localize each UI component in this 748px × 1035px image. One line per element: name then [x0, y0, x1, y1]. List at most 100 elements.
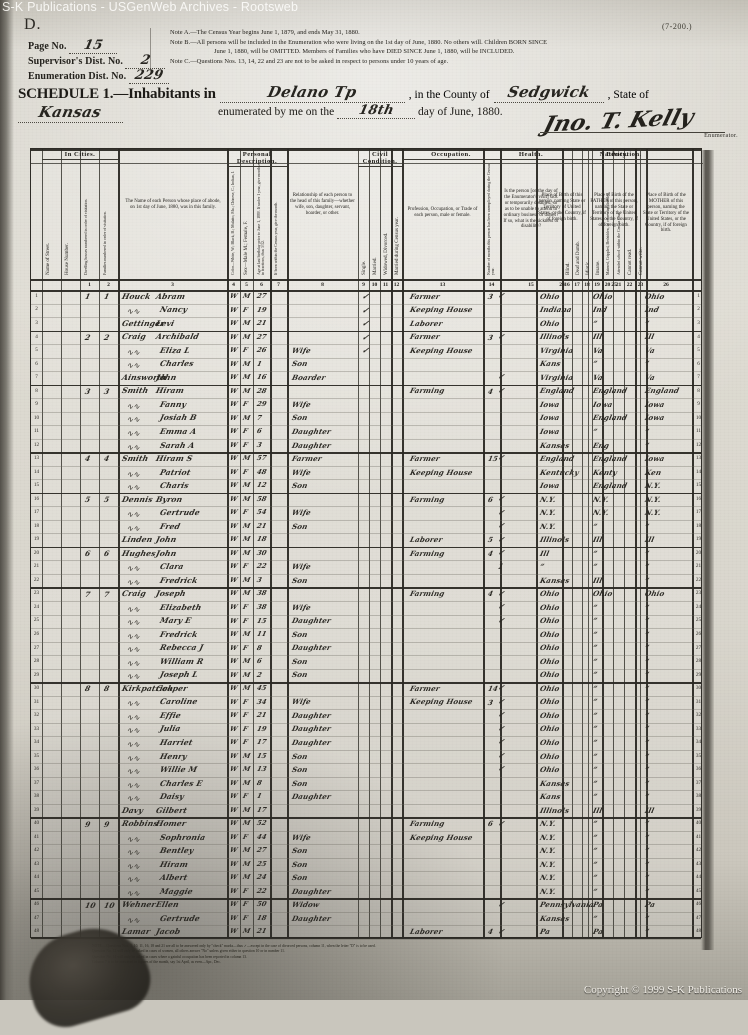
- cell-birthplace-person: Iowa: [539, 413, 561, 423]
- column-number-11: 11: [382, 281, 389, 288]
- cell-age: 3: [256, 575, 263, 584]
- cell-birthplace-person: Virginia: [539, 345, 575, 355]
- cell-birthplace-father: ”: [592, 724, 599, 734]
- row-number-left: 24: [33, 603, 40, 610]
- table-row-rule: [31, 722, 701, 724]
- cell-birthplace-father: ”: [592, 616, 599, 626]
- cell-birthplace-person: Kentucky: [539, 467, 580, 477]
- schedule-title: SCHEDULE 1.—Inhabitants in: [18, 86, 216, 102]
- cell-sex: M: [242, 319, 252, 328]
- cell-relationship: Boarder: [291, 372, 327, 382]
- cell-given-name: John: [155, 372, 178, 382]
- cell-given-name: Bentley: [159, 846, 195, 856]
- table-row-rule: [31, 911, 701, 913]
- cell-birthplace-mother: N.Y.: [644, 481, 662, 491]
- cell-occupation-check: ✓: [497, 737, 506, 747]
- cell-color: W: [229, 400, 239, 409]
- cell-relationship: Wife: [291, 508, 312, 518]
- row-number-left: 26: [33, 630, 40, 637]
- cell-occupation-check: ✓: [497, 494, 506, 503]
- cell-given-name: Homer: [155, 819, 188, 829]
- county-label: , in the County of: [408, 89, 490, 101]
- cell-sex: M: [242, 454, 252, 463]
- table-row-rule: [31, 884, 701, 886]
- cell-relationship: Daughter: [291, 643, 332, 653]
- row-number-left: 40: [33, 820, 40, 827]
- cell-color: W: [229, 575, 239, 584]
- cell-sex: F: [242, 886, 249, 895]
- row-number-right: 16: [695, 495, 702, 502]
- cell-birthplace-father: ”: [592, 427, 599, 436]
- cell-birthplace-person: Ill: [539, 548, 551, 558]
- cell-occupation-check: ✓: [497, 683, 506, 693]
- cell-given-name: Patriot: [159, 467, 192, 477]
- ditto-squiggle: ∿∿: [125, 767, 143, 777]
- cell-color: W: [229, 562, 239, 571]
- cell-occupation-check: ✓: [497, 385, 506, 395]
- column-number-9: 9: [362, 281, 365, 288]
- row-number-right: 38: [695, 793, 702, 800]
- cell-age: 19: [256, 724, 268, 733]
- ditto-squiggle: ∿∿: [125, 361, 143, 371]
- cell-age: 15: [256, 616, 268, 625]
- ditto-squiggle: ∿∿: [125, 699, 143, 709]
- cell-sex: F: [242, 900, 249, 909]
- column-number-14: 14: [488, 281, 495, 288]
- table-column-rule: [99, 149, 100, 937]
- cell-birthplace-mother: Ind: [644, 305, 660, 315]
- cell-surname: Smith: [121, 386, 150, 396]
- row-number-right: 37: [695, 779, 702, 786]
- column-number-16: 16: [564, 281, 570, 288]
- cell-given-name: Joseph L: [159, 670, 199, 680]
- row-number-right: 22: [695, 576, 702, 583]
- table-row-rule: [31, 830, 701, 832]
- table-row-rule: [31, 628, 701, 630]
- cell-birthplace-father: Eng: [592, 440, 611, 450]
- cell-age: 21: [256, 521, 268, 530]
- cell-given-name: Caroline: [159, 697, 199, 707]
- cell-relationship: Son: [291, 778, 309, 788]
- cell-birthplace-person: N.Y.: [539, 494, 557, 504]
- table-row-rule: [31, 614, 701, 616]
- column-caption-6: Age at last birthday prior to June 1, 18…: [257, 165, 266, 275]
- row-number-left: 10: [33, 414, 40, 421]
- table-column-rule: [483, 149, 485, 937]
- column-caption-7: If born within the Census year, give the…: [274, 201, 278, 275]
- cell-given-name: Daisy: [159, 792, 185, 802]
- cell-birthplace-mother: Ohio: [644, 291, 666, 301]
- cell-age: 34: [256, 697, 268, 706]
- cell-relationship: Daughter: [291, 792, 332, 802]
- cell-birthplace-person: Iowa: [539, 399, 561, 409]
- cell-color: W: [229, 859, 239, 868]
- cell-birthplace-person: Ohio: [539, 724, 561, 734]
- cell-given-name: Eliza L: [159, 345, 191, 355]
- row-number-right: 35: [695, 752, 702, 759]
- row-number-right: 47: [695, 914, 702, 921]
- row-number-right: 34: [695, 739, 702, 746]
- cell-surname: Wehner: [121, 900, 157, 910]
- cell-birthplace-father: ”: [592, 629, 599, 639]
- cell-sex: M: [242, 846, 252, 855]
- cell-sex: F: [242, 724, 249, 733]
- cell-sex: M: [242, 778, 252, 787]
- row-number-left: 3: [35, 320, 38, 327]
- cell-birthplace-person: N.Y.: [539, 846, 557, 856]
- cell-birthplace-mother: ”: [644, 859, 651, 869]
- cell-sex: F: [242, 697, 249, 706]
- cell-birthplace-person: Pa: [539, 927, 552, 937]
- table-row-rule: [31, 600, 701, 602]
- cell-birthplace-father: N.Y.: [592, 508, 610, 518]
- row-number-left: 47: [33, 914, 40, 921]
- cell-age: 18: [256, 913, 268, 922]
- column-number-1: 1: [88, 281, 91, 288]
- table-column-rule: [624, 149, 625, 937]
- cell-family-number: 3: [103, 386, 111, 396]
- table-column-rule: [227, 149, 229, 937]
- cell-birthplace-father: N.Y.: [592, 494, 610, 504]
- cell-color: W: [229, 751, 239, 760]
- cell-occupation: Laborer: [409, 535, 444, 545]
- cell-birthplace-mother: N.Y.: [644, 494, 662, 504]
- row-number-left: 2: [35, 306, 38, 313]
- cell-family-number: 8: [103, 684, 111, 694]
- table-column-rule: [646, 149, 647, 937]
